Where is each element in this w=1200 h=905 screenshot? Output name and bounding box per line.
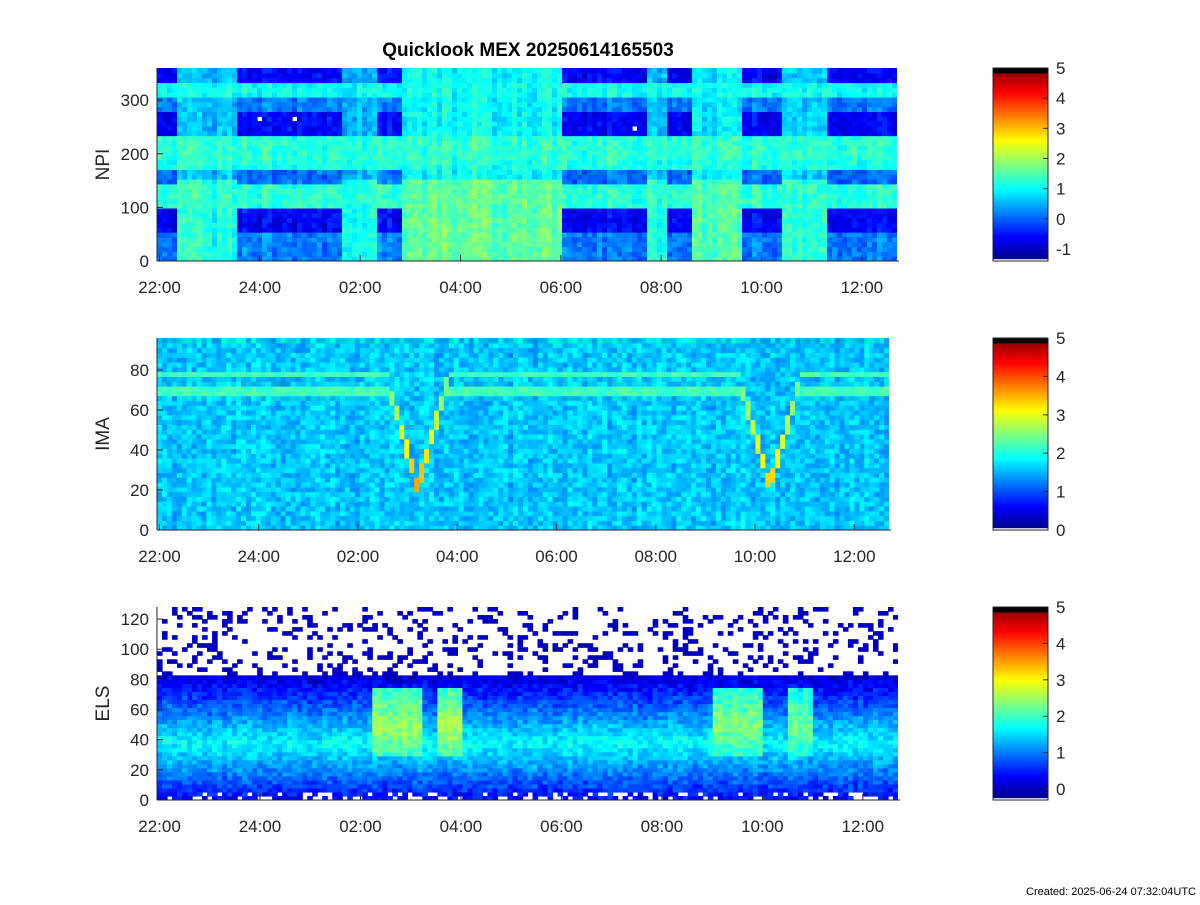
x-tick-label: 02:00: [339, 817, 382, 836]
x-tick-label: 08:00: [634, 547, 677, 566]
x-tick-label: 04:00: [436, 547, 479, 566]
colorbar-tick-label: 5: [1056, 598, 1065, 617]
colorbar-tick-label: 0: [1056, 521, 1065, 540]
colorbar-els: 0 1 2 3 4 5: [993, 598, 1065, 801]
x-tick-label: 02:00: [339, 278, 382, 297]
x-tick-label: 10:00: [740, 278, 783, 297]
y-axis-label: ELS: [93, 686, 114, 722]
colorbar-tick-label: 4: [1056, 89, 1065, 108]
y-axis-label: IMA: [93, 417, 114, 451]
x-tick-label: 22:00: [138, 547, 181, 566]
x-tick-label: 04:00: [439, 278, 482, 297]
x-tick-label: 10:00: [741, 817, 784, 836]
x-tick-label: 24:00: [239, 278, 282, 297]
colorbar-tick-label: 4: [1056, 634, 1065, 653]
colorbar-tick-label: -1: [1056, 240, 1071, 259]
figure-title: Quicklook MEX 20250614165503: [382, 40, 674, 61]
x-tick-label: 12:00: [841, 278, 884, 297]
spectrogram: [157, 607, 899, 801]
x-tick-label: 10:00: [734, 547, 777, 566]
y-tick-label: 0: [140, 252, 149, 271]
colorbar-tick-label: 3: [1056, 119, 1065, 138]
spectrogram: [157, 338, 890, 531]
colorbar-tick-label: 3: [1056, 406, 1065, 425]
colorbar-tick-label: 0: [1056, 210, 1065, 229]
colorbar-tick-label: 1: [1056, 180, 1065, 199]
y-tick-label: 20: [130, 481, 149, 500]
y-tick-label: 20: [130, 761, 149, 780]
colorbar-tick-label: 2: [1056, 444, 1065, 463]
x-tick-label: 24:00: [239, 817, 282, 836]
x-tick-label: 06:00: [535, 547, 578, 566]
colorbar-tick-label: 1: [1056, 483, 1065, 502]
y-tick-label: 80: [130, 361, 149, 380]
y-tick-label: 120: [121, 610, 149, 629]
spectrogram: [157, 68, 898, 262]
x-tick-label: 08:00: [640, 278, 683, 297]
colorbar-tick-label: 5: [1056, 59, 1065, 78]
y-tick-label: 0: [140, 521, 149, 540]
x-tick-label: 06:00: [540, 278, 583, 297]
colorbar-tick-label: 2: [1056, 707, 1065, 726]
colorbar-tick-label: 1: [1056, 744, 1065, 763]
x-tick-label: 12:00: [842, 817, 885, 836]
colorbar-tick-label: 2: [1056, 149, 1065, 168]
y-tick-label: 40: [130, 441, 149, 460]
colorbar-ima: 0 1 2 3 4 5: [993, 329, 1065, 540]
y-tick-label: 80: [130, 670, 149, 689]
x-tick-label: 06:00: [540, 817, 583, 836]
panel-npi: 0 100 200 300 22:00 24:00 02:00 04:00 06:00 08:00…: [93, 59, 1071, 297]
x-tick-label: 22:00: [138, 278, 181, 297]
y-tick-label: 40: [130, 731, 149, 750]
x-tick-label: 22:00: [138, 817, 181, 836]
y-tick-label: 60: [130, 701, 149, 720]
colorbar-tick-label: 0: [1056, 780, 1065, 799]
colorbar-tick-label: 3: [1056, 671, 1065, 690]
x-tick-label: 24:00: [237, 547, 280, 566]
y-tick-label: 200: [121, 145, 149, 164]
colorbar-npi: -1 0 1 2 3 4 5: [993, 59, 1071, 262]
y-tick-label: 0: [140, 791, 149, 810]
y-tick-label: 100: [121, 198, 149, 217]
y-tick-label: 60: [130, 401, 149, 420]
x-tick-label: 02:00: [337, 547, 380, 566]
y-tick-label: 100: [121, 640, 149, 659]
colorbar-tick-label: 5: [1056, 329, 1065, 348]
created-timestamp: Created: 2025-06-24 07:32:04UTC: [1026, 886, 1196, 898]
y-axis-label: NPI: [93, 149, 114, 181]
x-tick-label: 12:00: [833, 547, 876, 566]
colorbar-tick-label: 4: [1056, 367, 1065, 386]
y-tick-label: 300: [121, 91, 149, 110]
x-tick-label: 08:00: [641, 817, 684, 836]
x-tick-label: 04:00: [440, 817, 483, 836]
